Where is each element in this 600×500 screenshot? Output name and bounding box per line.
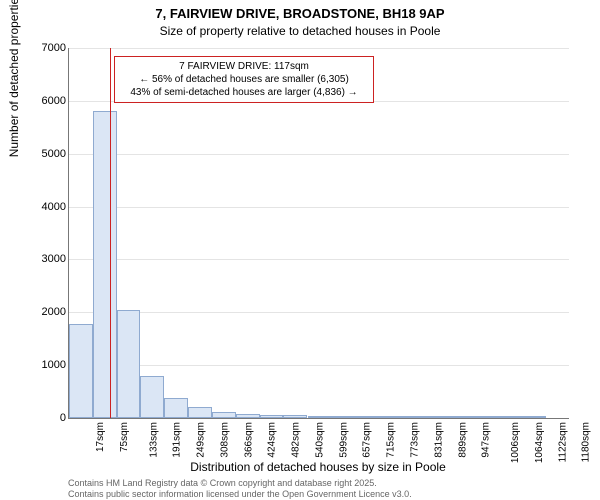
histogram-bar [69, 324, 93, 418]
histogram-bar [283, 415, 307, 418]
histogram-bar [403, 416, 427, 418]
x-tick-label: 1064sqm [534, 422, 545, 463]
x-tick-label: 831sqm [433, 422, 444, 458]
y-tick-label: 0 [60, 412, 66, 424]
x-tick-label: 366sqm [243, 422, 254, 458]
histogram-bar [140, 376, 164, 418]
histogram-bar [212, 412, 236, 418]
reference-line [110, 48, 111, 418]
annotation-box: 7 FAIRVIEW DRIVE: 117sqm← 56% of detache… [114, 56, 374, 103]
x-tick-label: 1122sqm [557, 422, 568, 462]
histogram-bar [331, 416, 355, 418]
grid-line [69, 312, 569, 313]
plot-area: 7 FAIRVIEW DRIVE: 117sqm← 56% of detache… [68, 48, 569, 419]
histogram-bar [498, 416, 522, 418]
histogram-bar [164, 398, 188, 418]
histogram-bar [236, 414, 260, 418]
y-tick-label: 2000 [42, 306, 66, 318]
x-tick-label: 657sqm [362, 422, 373, 458]
grid-line [69, 259, 569, 260]
y-tick-label: 1000 [42, 359, 66, 371]
histogram-bar [260, 415, 284, 418]
annotation-line-3: 43% of semi-detached houses are larger (… [121, 86, 367, 99]
x-tick-label: 191sqm [172, 422, 183, 458]
y-tick-label: 5000 [42, 148, 66, 160]
x-axis-label: Distribution of detached houses by size … [68, 460, 568, 474]
histogram-bar [93, 111, 117, 418]
x-tick-label: 75sqm [119, 422, 130, 452]
chart-title-main: 7, FAIRVIEW DRIVE, BROADSTONE, BH18 9AP [0, 6, 600, 21]
y-tick-label: 7000 [42, 42, 66, 54]
histogram-bar [188, 407, 212, 418]
attribution-line-2: Contains public sector information licen… [68, 489, 412, 500]
grid-line [69, 48, 569, 49]
x-tick-label: 1180sqm [581, 422, 592, 462]
x-tick-label: 947sqm [481, 422, 492, 458]
x-tick-label: 773sqm [410, 422, 421, 458]
histogram-bar [308, 416, 332, 418]
x-tick-label: 482sqm [291, 422, 302, 458]
attribution-text: Contains HM Land Registry data © Crown c… [68, 478, 412, 500]
x-tick-label: 715sqm [386, 422, 397, 458]
annotation-line-2: ← 56% of detached houses are smaller (6,… [121, 73, 367, 86]
y-tick-label: 4000 [42, 201, 66, 213]
x-tick-label: 308sqm [219, 422, 230, 458]
chart-title-sub: Size of property relative to detached ho… [0, 24, 600, 38]
grid-line [69, 365, 569, 366]
y-tick-label: 3000 [42, 253, 66, 265]
histogram-bar [117, 310, 141, 418]
histogram-bar [474, 416, 498, 418]
histogram-bar [355, 416, 379, 418]
x-tick-label: 599sqm [338, 422, 349, 458]
annotation-line-1: 7 FAIRVIEW DRIVE: 117sqm [121, 60, 367, 73]
histogram-bar [522, 416, 546, 418]
attribution-line-1: Contains HM Land Registry data © Crown c… [68, 478, 412, 489]
y-axis-label: Number of detached properties [7, 0, 21, 157]
grid-line [69, 207, 569, 208]
y-tick-label: 6000 [42, 95, 66, 107]
histogram-bar [450, 416, 474, 418]
histogram-bar [426, 416, 450, 418]
grid-line [69, 154, 569, 155]
x-tick-label: 424sqm [267, 422, 278, 458]
x-tick-label: 889sqm [457, 422, 468, 458]
histogram-bar [379, 416, 403, 418]
x-tick-label: 133sqm [148, 422, 159, 458]
x-tick-label: 540sqm [315, 422, 326, 458]
x-tick-label: 249sqm [196, 422, 207, 458]
x-tick-label: 17sqm [95, 422, 106, 452]
x-tick-label: 1006sqm [510, 422, 521, 463]
